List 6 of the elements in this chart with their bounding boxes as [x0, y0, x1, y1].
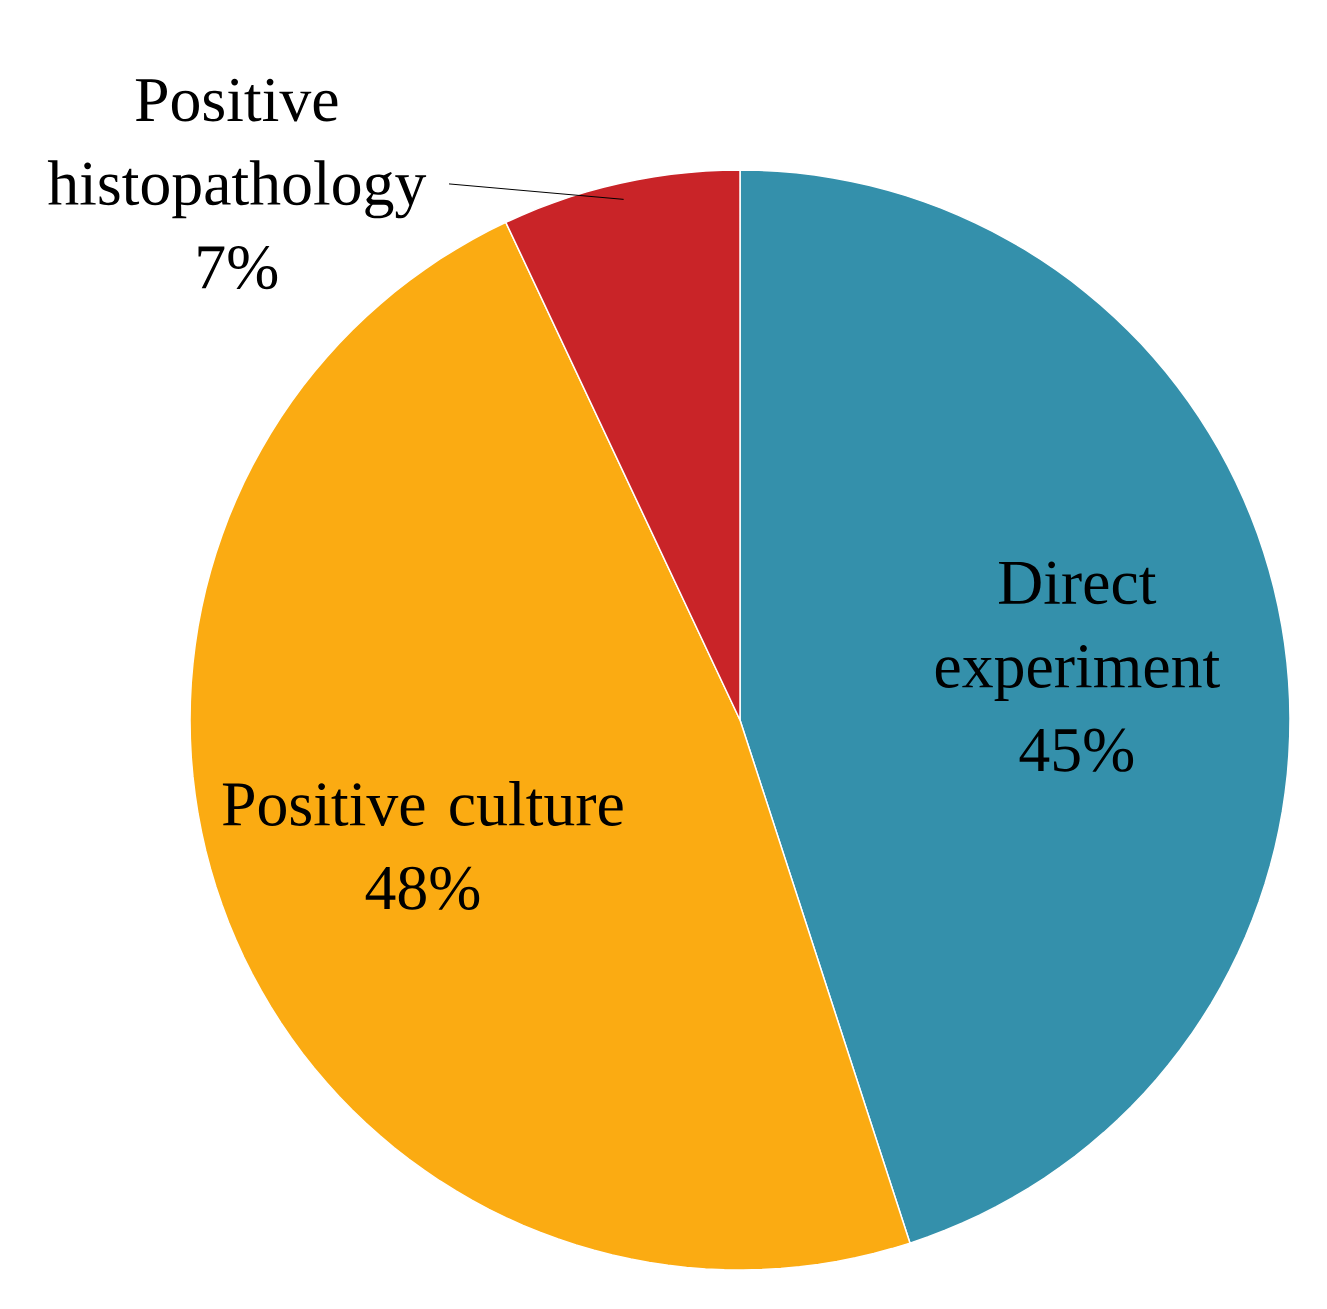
data-label: 48% — [365, 866, 480, 910]
data-label: 45% — [1019, 728, 1134, 772]
slice-label: Direct experiment — [935, 561, 1220, 701]
data-label: 7% — [198, 245, 278, 290]
slice-label: Positive histopathology — [47, 78, 427, 219]
slice-label: Positive culture — [222, 781, 623, 826]
